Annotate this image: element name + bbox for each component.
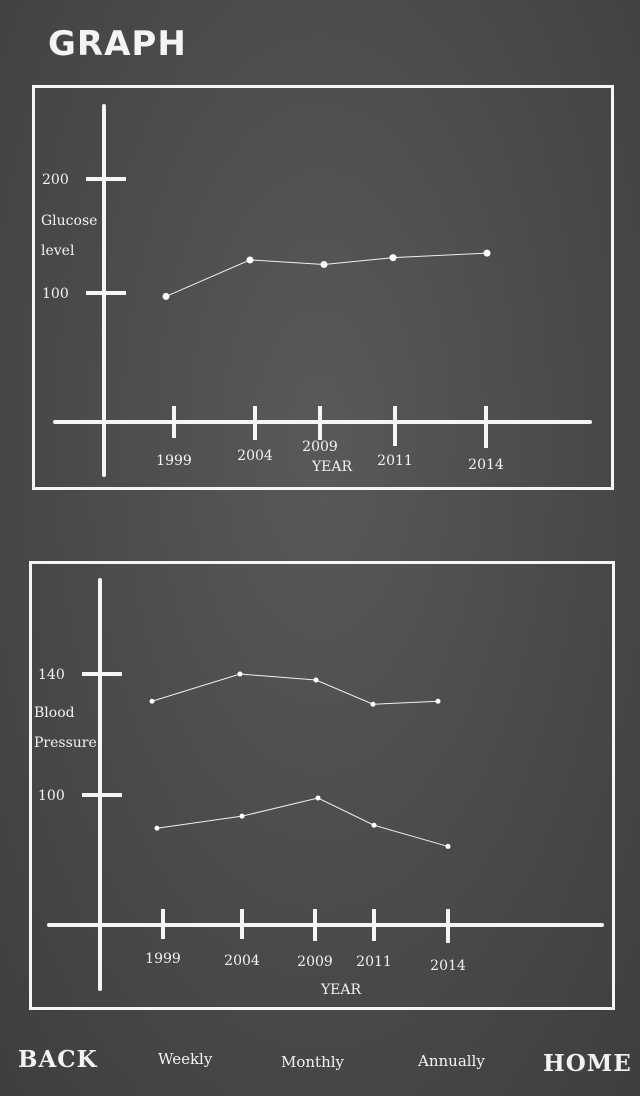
monthly-button[interactable]: Monthly — [281, 1053, 345, 1071]
annually-button[interactable]: Annually — [418, 1052, 485, 1070]
x-tick-label: 2014 — [468, 457, 504, 473]
y-tick-label: 200 — [42, 172, 69, 188]
data-point — [320, 261, 328, 268]
y-axis-label: level — [41, 243, 75, 259]
y-tick-label: 100 — [42, 286, 69, 302]
glucose-chart-frame — [32, 85, 614, 490]
bottom-nav: BACK Weekly Monthly Annually HOME — [0, 1040, 640, 1090]
x-tick-label: 1999 — [156, 453, 192, 469]
y-axis-label: Glucose — [41, 213, 97, 229]
page-title: GRAPH — [48, 24, 187, 64]
series-line — [165, 252, 488, 297]
blood-pressure-chart-frame — [29, 561, 615, 1010]
x-axis-label: YEAR — [311, 459, 353, 475]
weekly-button[interactable]: Weekly — [158, 1050, 213, 1068]
x-tick-label: 2004 — [237, 448, 273, 464]
data-point — [246, 256, 254, 264]
back-button[interactable]: BACK — [18, 1046, 98, 1073]
data-point — [483, 249, 491, 257]
x-tick-label: 2009 — [302, 439, 338, 455]
data-point — [162, 292, 170, 300]
x-tick-label: 2011 — [377, 453, 413, 469]
home-button[interactable]: HOME — [543, 1050, 632, 1077]
data-point — [389, 254, 397, 262]
